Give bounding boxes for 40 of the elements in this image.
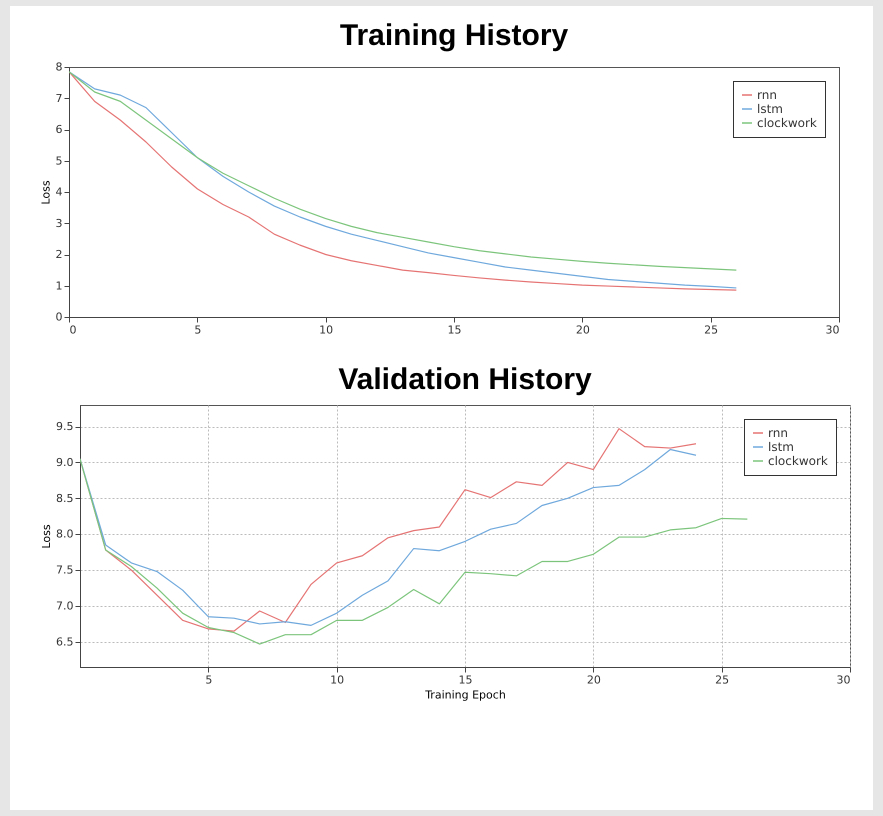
y-tick-label: 9.0 xyxy=(56,456,74,469)
y-tick-label: 8 xyxy=(56,60,62,74)
y-tick-label: 6 xyxy=(56,123,62,136)
y-tick-label: 8.5 xyxy=(56,492,74,505)
x-tick-label: 10 xyxy=(319,324,334,336)
legend-label: clockwork xyxy=(768,454,828,468)
y-tick-label: 7.0 xyxy=(56,599,74,612)
x-tick-label: 30 xyxy=(826,324,840,336)
x-tick-label: 20 xyxy=(586,674,601,686)
x-tick-label: 20 xyxy=(576,324,590,336)
legend-label: rnn xyxy=(757,88,777,102)
chart-title: Training History xyxy=(340,19,568,52)
legend-label: lstm xyxy=(757,102,783,116)
x-tick-label: 30 xyxy=(836,674,850,686)
y-tick-label: 9.5 xyxy=(56,420,74,434)
legend-label: lstm xyxy=(768,440,794,454)
x-axis-title: Training Epoch xyxy=(424,688,506,702)
y-tick-label: 7 xyxy=(56,92,62,105)
x-tick-label: 15 xyxy=(458,674,472,686)
y-tick-label: 3 xyxy=(56,216,62,230)
y-tick-label: 0 xyxy=(56,310,62,324)
x-tick-label: 25 xyxy=(715,674,730,686)
y-axis-title: Loss xyxy=(40,180,52,205)
y-tick-label: 5 xyxy=(56,154,62,168)
legend-label: clockwork xyxy=(757,116,817,130)
y-tick-label: 8.0 xyxy=(56,528,74,541)
y-axis-title: Loss xyxy=(40,524,54,549)
chart-title: Validation History xyxy=(338,363,592,396)
y-tick-label: 1 xyxy=(56,279,62,292)
x-tick-label: 15 xyxy=(448,324,462,336)
legend-label: rnn xyxy=(768,426,788,440)
line-series xyxy=(80,458,748,645)
y-tick-label: 7.5 xyxy=(56,564,74,577)
x-tick-label: 5 xyxy=(205,674,212,686)
y-tick-label: 4 xyxy=(56,186,62,198)
x-tick-label: 5 xyxy=(194,324,202,336)
x-tick-label: 25 xyxy=(704,324,718,336)
x-tick-label: 10 xyxy=(330,674,344,686)
y-tick-label: 6.5 xyxy=(56,635,74,648)
y-tick-label: 2 xyxy=(56,248,62,261)
